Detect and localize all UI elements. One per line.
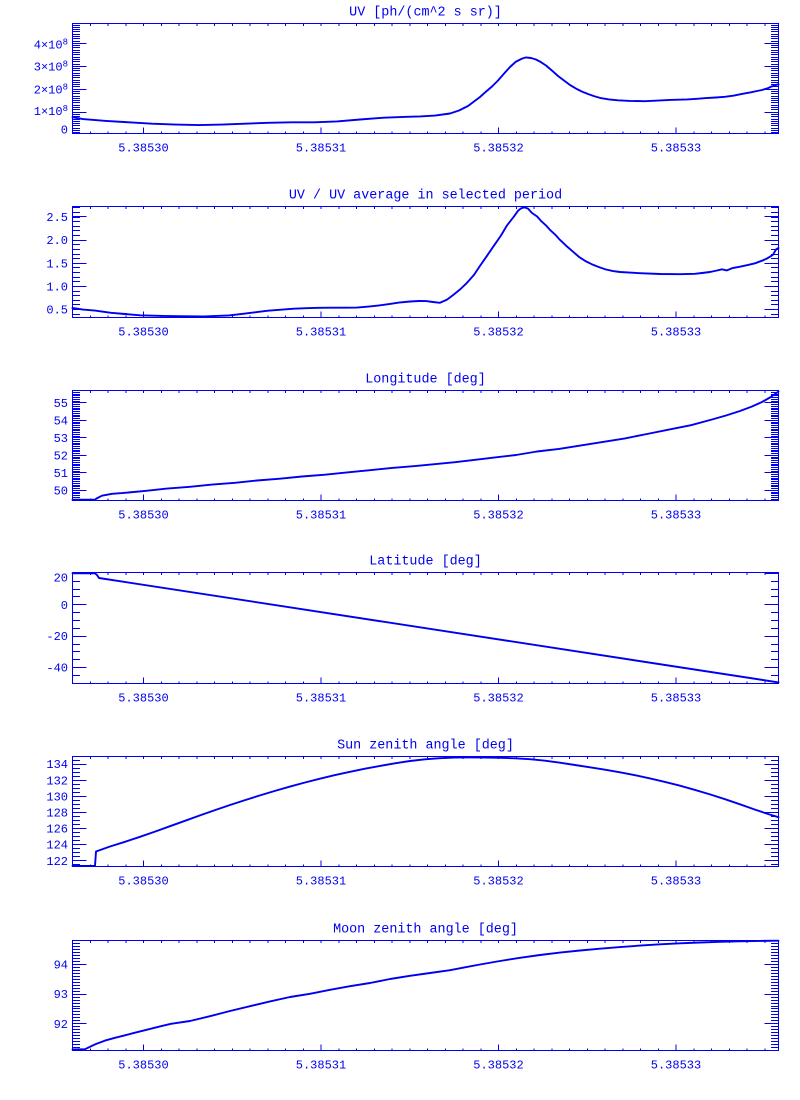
svg-text:94: 94: [54, 958, 68, 972]
svg-text:0.5: 0.5: [46, 304, 68, 318]
svg-text:54: 54: [54, 414, 68, 428]
svg-text:53: 53: [54, 432, 68, 446]
svg-text:5.38530: 5.38530: [118, 1059, 168, 1073]
svg-text:5.38533: 5.38533: [651, 1059, 701, 1073]
svg-text:5.38532: 5.38532: [473, 326, 523, 340]
svg-text:-40: -40: [46, 662, 68, 676]
svg-text:5.38533: 5.38533: [651, 692, 701, 706]
svg-text:5.38532: 5.38532: [473, 875, 523, 889]
svg-text:130: 130: [46, 790, 68, 804]
svg-text:55: 55: [54, 397, 68, 411]
svg-text:52: 52: [54, 449, 68, 463]
svg-text:5.38530: 5.38530: [118, 692, 168, 706]
svg-text:2.0: 2.0: [46, 234, 68, 248]
svg-text:-20: -20: [46, 630, 68, 644]
svg-text:Latitude [deg]: Latitude [deg]: [369, 555, 482, 570]
svg-text:5.38531: 5.38531: [296, 875, 346, 889]
svg-text:Longitude [deg]: Longitude [deg]: [365, 373, 486, 388]
svg-text:134: 134: [46, 758, 68, 772]
svg-text:5.38530: 5.38530: [118, 509, 168, 523]
svg-text:5.38532: 5.38532: [473, 692, 523, 706]
svg-text:Sun zenith angle [deg]: Sun zenith angle [deg]: [337, 739, 514, 754]
svg-text:128: 128: [46, 807, 68, 821]
svg-text:5.38532: 5.38532: [473, 142, 523, 156]
svg-text:20: 20: [54, 571, 68, 585]
svg-text:2×108: 2×108: [34, 82, 68, 97]
svg-text:5.38530: 5.38530: [118, 326, 168, 340]
svg-text:5.38531: 5.38531: [296, 692, 346, 706]
svg-text:5.38533: 5.38533: [651, 326, 701, 340]
svg-text:5.38532: 5.38532: [473, 509, 523, 523]
svg-text:0: 0: [61, 599, 68, 613]
svg-text:5.38532: 5.38532: [473, 1059, 523, 1073]
svg-text:1×108: 1×108: [34, 104, 68, 119]
svg-text:2.5: 2.5: [46, 211, 68, 225]
svg-text:1.5: 1.5: [46, 257, 68, 271]
svg-text:5.38531: 5.38531: [296, 326, 346, 340]
svg-text:UV [ph/(cm^2 s sr)]: UV [ph/(cm^2 s sr)]: [349, 6, 502, 21]
svg-text:92: 92: [54, 1018, 68, 1032]
svg-text:1.0: 1.0: [46, 281, 68, 295]
svg-text:51: 51: [54, 467, 68, 481]
svg-text:5.38533: 5.38533: [651, 142, 701, 156]
svg-text:Moon zenith angle [deg]: Moon zenith angle [deg]: [333, 923, 518, 938]
svg-text:4×108: 4×108: [34, 37, 68, 52]
svg-text:3×108: 3×108: [34, 59, 68, 74]
svg-text:5.38531: 5.38531: [296, 1059, 346, 1073]
svg-text:5.38530: 5.38530: [118, 875, 168, 889]
svg-text:132: 132: [46, 774, 68, 788]
svg-text:5.38531: 5.38531: [296, 509, 346, 523]
svg-text:0: 0: [61, 124, 68, 138]
svg-text:UV / UV average in selected pe: UV / UV average in selected period: [289, 189, 562, 204]
svg-text:93: 93: [54, 988, 68, 1002]
svg-text:5.38530: 5.38530: [118, 142, 168, 156]
svg-text:50: 50: [54, 484, 68, 498]
svg-text:5.38531: 5.38531: [296, 142, 346, 156]
svg-text:5.38533: 5.38533: [651, 875, 701, 889]
svg-text:5.38533: 5.38533: [651, 509, 701, 523]
svg-text:124: 124: [46, 839, 68, 853]
svg-text:126: 126: [46, 823, 68, 837]
svg-text:122: 122: [46, 855, 68, 869]
